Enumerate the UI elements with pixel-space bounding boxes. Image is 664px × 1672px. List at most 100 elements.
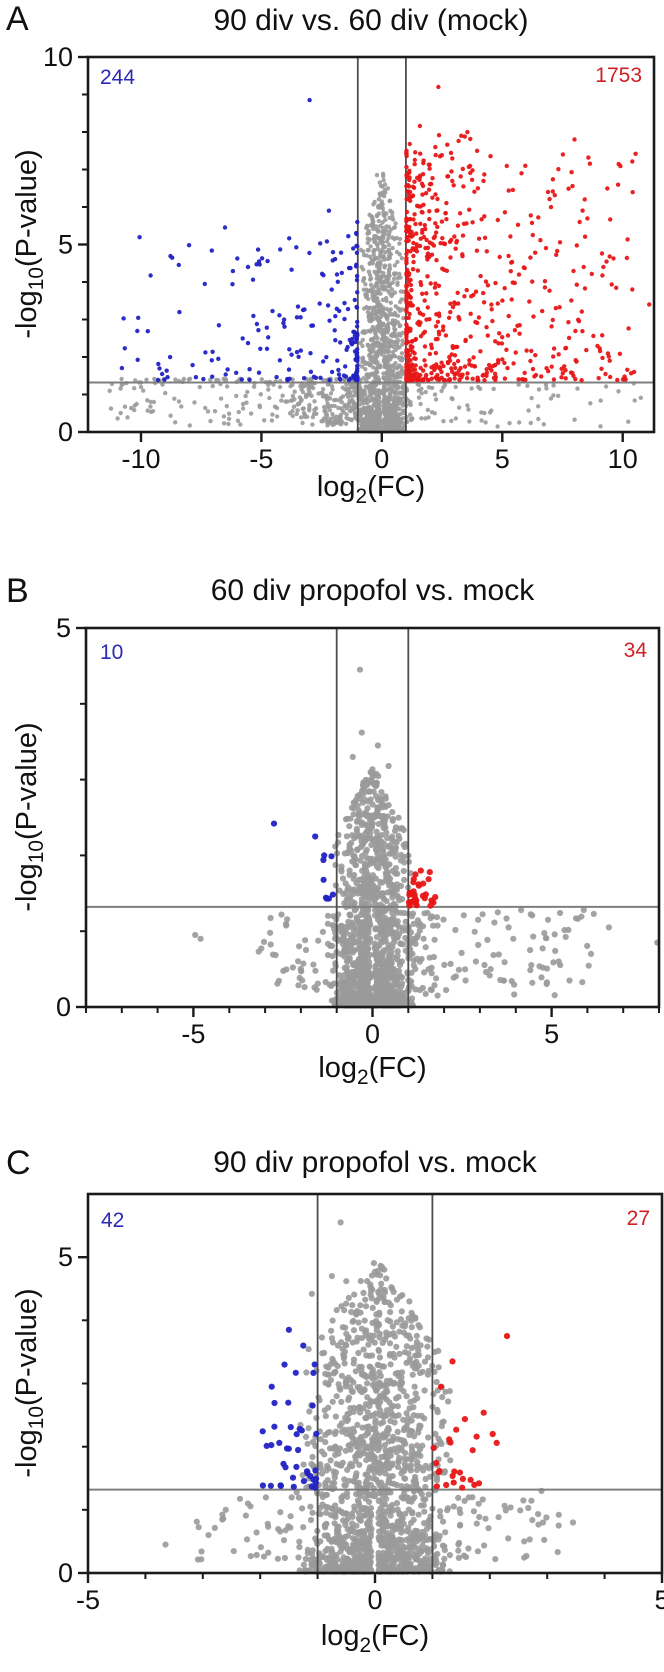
data-point [359,909,366,916]
data-point [444,200,449,206]
data-point [472,958,479,965]
data-point [542,935,550,942]
data-point [574,243,579,248]
data-point [426,187,432,192]
data-point [226,421,231,427]
data-point [380,171,386,176]
data-point [425,305,430,310]
data-point [395,280,400,285]
data-point [389,287,395,292]
data-point [390,373,395,378]
data-point [259,377,264,382]
data-point [365,288,370,293]
data-point [203,350,208,355]
data-point [398,396,404,401]
data-point [399,351,405,356]
data-point [409,287,414,293]
data-point [527,967,534,974]
data-point [397,299,403,305]
data-point [357,934,365,941]
data-point [547,288,552,293]
data-point [530,232,535,238]
data-point [399,400,404,405]
data-point [479,418,484,423]
data-point [374,172,380,178]
data-point [367,261,373,266]
data-point [446,315,452,320]
data-point [395,375,400,380]
data-point [374,272,380,278]
data-point [426,415,431,420]
data-point [418,1547,425,1554]
data-point [266,335,271,340]
data-point [323,408,328,414]
data-point [377,364,382,370]
data-point [376,218,381,224]
data-point [365,405,370,410]
data-point [574,915,582,922]
data-point [397,857,404,864]
data-point [377,180,382,185]
data-point [416,395,422,400]
data-point [302,946,310,954]
data-point [259,256,265,261]
data-point [256,370,262,375]
data-point [450,369,455,374]
data-point [435,319,441,324]
data-point [377,305,382,310]
data-point [348,408,353,413]
data-point [389,816,397,823]
data-point [360,401,365,406]
data-point [362,957,369,964]
data-point [497,331,502,336]
data-point [339,422,344,427]
data-point [373,992,380,999]
data-point [392,276,397,281]
data-point [366,296,371,302]
data-point [230,282,235,287]
data-point [447,960,454,968]
data-point [374,276,379,281]
data-point [638,395,643,400]
data-point [405,355,411,361]
data-point [442,378,448,383]
data-point [383,356,389,361]
data-point [328,853,335,860]
data-point [284,916,291,923]
data-point [517,323,522,328]
data-point [385,314,390,319]
data-point [329,1398,336,1405]
data-point [476,236,482,241]
data-point [332,1413,339,1420]
data-point [424,317,429,322]
data-point [358,729,365,736]
data-point [151,399,157,405]
data-point [346,895,353,902]
data-point [363,384,368,389]
data-point [137,235,142,240]
data-point [378,183,384,188]
data-point [329,369,335,375]
data-point [449,396,454,401]
data-point [299,397,304,402]
y-tick-label: 5 [58,230,73,260]
data-point [390,418,396,424]
data-point [274,980,281,987]
data-point [422,944,429,951]
data-point [343,980,350,987]
data-point [375,399,380,405]
data-point [380,225,386,231]
data-point [647,302,652,307]
data-point [168,413,173,418]
data-point [580,208,585,213]
data-point [528,213,533,218]
data-point [566,977,573,984]
data-point [347,974,354,981]
data-point [434,922,441,929]
data-point [265,258,270,264]
data-point [404,209,410,215]
data-point [262,418,267,423]
data-point [375,336,380,341]
data-point [605,351,611,356]
data-point [380,234,385,240]
